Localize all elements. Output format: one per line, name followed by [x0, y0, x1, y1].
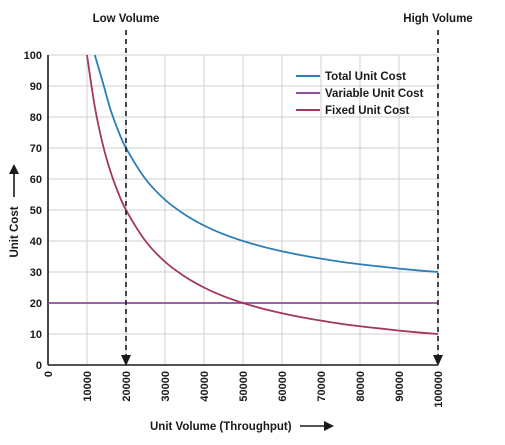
y-tick-label: 50	[30, 205, 42, 217]
series-line-total-unit-cost	[93, 54, 439, 273]
y-tick-label: 90	[30, 81, 42, 93]
x-tick-label: 0	[43, 371, 55, 377]
y-axis-title-arrow-head	[9, 164, 19, 174]
y-tick-label: 30	[30, 267, 42, 279]
legend-label: Variable Unit Cost	[325, 88, 424, 100]
y-axis-title: Unit Cost	[9, 206, 21, 257]
y-tick-label: 40	[30, 236, 42, 248]
y-tick-label: 60	[30, 174, 42, 186]
x-axis-title-arrow-head	[324, 421, 334, 431]
x-tick-label: 100000	[433, 371, 445, 408]
x-tick-label: 90000	[394, 371, 406, 402]
x-tick-label: 40000	[199, 371, 211, 402]
x-tick-label: 30000	[160, 371, 172, 402]
x-tick-label: 70000	[316, 371, 328, 402]
volume-marker-arrow	[433, 355, 443, 366]
x-tick-label: 20000	[121, 371, 133, 402]
volume-marker-label: Low Volume	[93, 13, 160, 25]
volume-marker-label: High Volume	[403, 13, 472, 25]
y-tick-label: 80	[30, 112, 42, 124]
volume-marker-arrow	[121, 355, 131, 366]
x-tick-label: 50000	[238, 371, 250, 402]
series-line-fixed-unit-cost	[86, 54, 439, 335]
legend-label: Fixed Unit Cost	[325, 105, 410, 117]
y-tick-label: 100	[24, 50, 42, 62]
x-tick-label: 60000	[277, 371, 289, 402]
y-tick-label: 20	[30, 298, 42, 310]
legend-label: Total Unit Cost	[325, 71, 406, 83]
x-tick-label: 10000	[82, 371, 94, 402]
x-axis-title: Unit Volume (Throughput)	[150, 421, 292, 433]
y-tick-label: 10	[30, 329, 42, 341]
x-tick-label: 80000	[355, 371, 367, 402]
y-tick-label: 70	[30, 143, 42, 155]
y-tick-label: 0	[36, 360, 42, 372]
